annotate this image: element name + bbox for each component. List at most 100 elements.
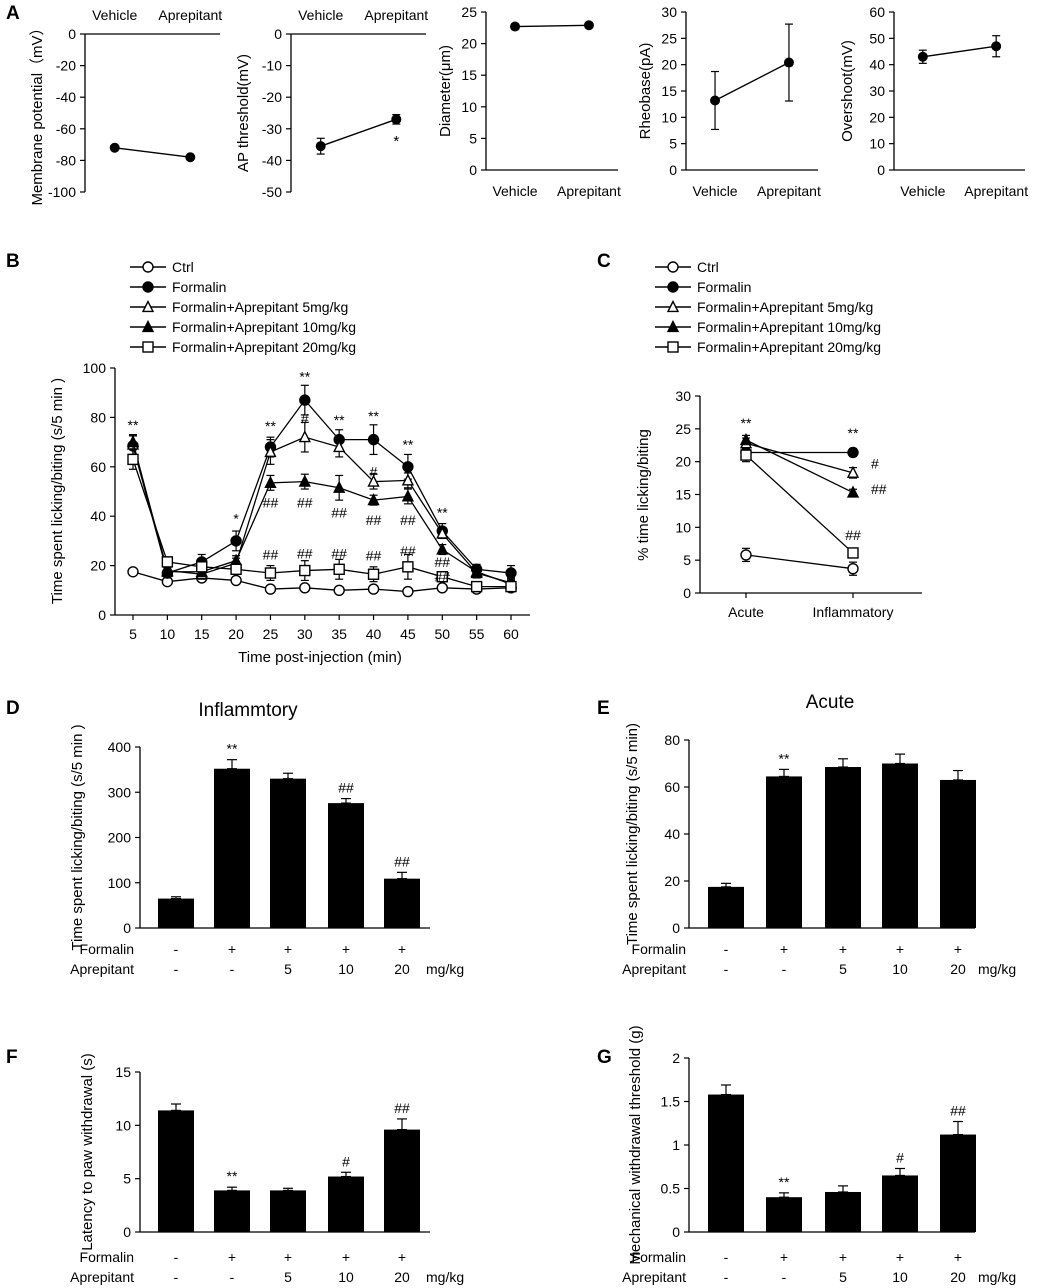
y-axis-label: % time licking/biting [635,429,652,561]
y-tick-label: 200 [108,830,132,846]
row-cell: + [398,1249,406,1265]
data-point [367,583,380,595]
row-cell: 5 [284,961,292,977]
y-tick-label: -10 [262,58,282,74]
error-bar [283,772,293,780]
bar [940,779,976,928]
legend-marker [142,341,154,353]
row-cell: + [228,1249,236,1265]
significance-mark: * [393,133,399,150]
legend-label: Formalin [697,279,751,295]
row-cell: - [724,961,729,977]
series-line [114,147,191,158]
legend-label: Formalin+Aprepitant 10mg/kg [697,319,881,335]
legend-marker [667,341,679,353]
row-cell: + [896,941,904,957]
chart-g: 0 0.5 1 1.5 2 Mechanical withdrawal threshold… [622,1025,1016,1285]
data-point [333,584,345,596]
legend-item: Formalin+Aprepitant 5mg/kg [655,299,873,315]
panel-letter-a: A [6,3,20,24]
significance-mark: # [370,464,378,480]
y-tick-label: 25 [461,4,477,20]
y-tick-label: 5 [469,130,477,146]
chart-title: Inflammtory [198,700,298,721]
significance-mark: ** [848,425,859,441]
data-point [333,439,346,453]
chart-a4: 0 5 10 15 20 25 30 Vehicle Aprepitant Rheobase(pA… [637,4,821,199]
bar [214,1190,250,1232]
row-cell: 20 [950,1269,966,1285]
row-cell: - [174,941,179,957]
y-tick-label: 20 [675,454,691,470]
significance-mark: ** [437,504,448,520]
y-tick-label: 15 [461,67,477,83]
y-tick-label: 2 [672,1050,680,1066]
x-category-label: Acute [728,604,764,620]
significance-mark: ** [265,418,276,434]
bar [158,1110,194,1232]
y-tick-label: -40 [262,152,282,168]
data-point [783,57,794,68]
error-bar [341,1171,351,1178]
row-cell: 20 [394,1269,410,1285]
y-tick-label: 0 [68,26,76,42]
y-tick-label: 15 [115,1064,131,1080]
y-tick-label: 50 [869,30,885,46]
data-point [402,461,414,473]
chart-title: Acute [806,692,855,713]
y-tick-label: -100 [48,184,76,200]
series-1 [740,446,859,459]
series-3 [739,432,860,498]
row-cell: + [896,1249,904,1265]
series-4 [127,448,517,593]
data-point [740,549,752,561]
x-axis-label: Time post-injection (min) [238,649,402,666]
significance-mark: ** [779,750,790,766]
chart-a3: 0 5 10 15 20 25 Vehicle Aprepitant Diameter(μm) [437,4,621,199]
y-tick-label: 10 [675,519,691,535]
significance-mark: ## [871,481,887,497]
x-tick-label: 25 [263,626,279,642]
x-category-label: Inflammatory [813,604,894,620]
panel-letter-c: C [597,251,611,272]
series-4 [740,447,859,559]
x-category-label: Aprepitant [158,7,222,23]
legend-label: Formalin+Aprepitant 20mg/kg [172,339,356,355]
y-tick-label: 40 [869,57,885,73]
y-tick-label: 10 [869,136,885,152]
y-tick-label: 15 [675,487,691,503]
data-point [161,556,174,568]
y-tick-label: 0 [123,1224,131,1240]
significance-mark: ## [400,543,416,559]
y-tick-label: -20 [56,58,76,74]
bar [158,898,194,928]
significance-mark: ** [402,437,413,453]
y-tick-label: 0 [672,920,680,936]
legend-label: Formalin+Aprepitant 20mg/kg [697,339,881,355]
bar [270,778,306,928]
data-point [505,580,517,593]
bar [328,1176,364,1232]
row-cell: - [230,961,235,977]
row-cell: + [839,941,847,957]
row-cell: + [954,1249,962,1265]
error-bar [397,1118,407,1131]
row-cell: + [342,1249,350,1265]
series-line [922,45,997,58]
row-cell: - [230,1269,235,1285]
x-category-label: Vehicle [492,183,537,199]
row-cell: 10 [338,1269,354,1285]
y-axis-label: Rheobase(pA) [637,43,654,140]
data-point [230,574,242,587]
y-tick-label: 0 [683,585,691,601]
row-cell: 10 [892,961,908,977]
data-point [401,473,415,486]
series-line [745,454,854,554]
y-tick-label: 0 [274,26,282,42]
data-point [161,564,174,577]
data-point [367,433,380,446]
bar [882,1175,918,1232]
y-tick-label: 0 [123,920,131,936]
y-tick-label: 100 [83,360,107,376]
